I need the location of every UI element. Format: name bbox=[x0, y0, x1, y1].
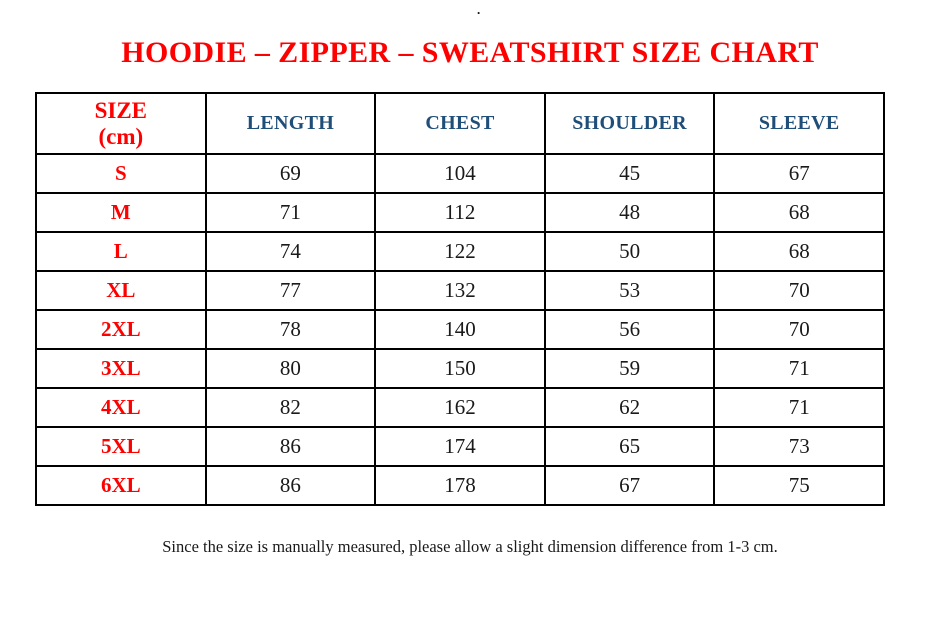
shoulder-cell: 59 bbox=[543, 348, 716, 389]
shoulder-cell: 62 bbox=[543, 387, 716, 428]
length-cell: 71 bbox=[204, 192, 377, 233]
size-cell: 6XL bbox=[35, 465, 207, 506]
length-cell: 74 bbox=[204, 231, 377, 272]
sleeve-cell: 73 bbox=[713, 426, 885, 467]
sleeve-cell: 71 bbox=[713, 387, 885, 428]
table-row: 5XL 86 174 65 73 bbox=[35, 426, 885, 467]
shoulder-cell: 67 bbox=[543, 465, 716, 506]
page-title: HOODIE – ZIPPER – SWEATSHIRT SIZE CHART bbox=[121, 36, 819, 69]
length-cell: 78 bbox=[204, 309, 377, 350]
table-header: SIZE (cm) LENGTH CHEST SHOULDER SLEEVE bbox=[35, 92, 885, 155]
size-cell: 3XL bbox=[35, 348, 207, 389]
size-column-header: SIZE (cm) bbox=[35, 92, 207, 155]
shoulder-cell: 56 bbox=[543, 309, 716, 350]
sleeve-column-header: SLEEVE bbox=[713, 92, 885, 155]
chest-cell: 162 bbox=[374, 387, 546, 428]
shoulder-column-header: SHOULDER bbox=[543, 92, 716, 155]
sleeve-cell: 67 bbox=[713, 153, 885, 194]
shoulder-cell: 53 bbox=[543, 270, 716, 311]
sleeve-cell: 71 bbox=[713, 348, 885, 389]
length-cell: 80 bbox=[204, 348, 377, 389]
length-column-header: LENGTH bbox=[204, 92, 377, 155]
length-cell: 69 bbox=[204, 153, 377, 194]
chest-cell: 140 bbox=[374, 309, 546, 350]
size-header-line1: SIZE bbox=[94, 97, 148, 123]
length-cell: 86 bbox=[204, 426, 377, 467]
chest-cell: 104 bbox=[374, 153, 546, 194]
header-row: SIZE (cm) LENGTH CHEST SHOULDER SLEEVE bbox=[35, 92, 885, 155]
chest-cell: 122 bbox=[374, 231, 546, 272]
shoulder-cell: 48 bbox=[543, 192, 716, 233]
size-cell: XL bbox=[35, 270, 207, 311]
table-row: 6XL 86 178 67 75 bbox=[35, 465, 885, 506]
size-header-line2: (cm) bbox=[98, 123, 144, 149]
size-cell: L bbox=[35, 231, 207, 272]
chest-cell: 150 bbox=[374, 348, 546, 389]
size-cell: M bbox=[35, 192, 207, 233]
table-row: XL 77 132 53 70 bbox=[35, 270, 885, 311]
shoulder-cell: 65 bbox=[543, 426, 716, 467]
stray-dot: . bbox=[477, 2, 481, 17]
size-cell: S bbox=[35, 153, 207, 194]
chest-column-header: CHEST bbox=[374, 92, 546, 155]
table-row: 2XL 78 140 56 70 bbox=[35, 309, 885, 350]
shoulder-cell: 45 bbox=[543, 153, 716, 194]
chest-cell: 112 bbox=[374, 192, 546, 233]
chest-cell: 178 bbox=[374, 465, 546, 506]
chest-cell: 132 bbox=[374, 270, 546, 311]
length-cell: 77 bbox=[204, 270, 377, 311]
size-cell: 5XL bbox=[35, 426, 207, 467]
sleeve-cell: 68 bbox=[713, 192, 885, 233]
size-cell: 4XL bbox=[35, 387, 207, 428]
length-cell: 82 bbox=[204, 387, 377, 428]
sleeve-cell: 70 bbox=[713, 309, 885, 350]
chest-cell: 174 bbox=[374, 426, 546, 467]
table-row: 4XL 82 162 62 71 bbox=[35, 387, 885, 428]
table-row: 3XL 80 150 59 71 bbox=[35, 348, 885, 389]
table-row: S 69 104 45 67 bbox=[35, 153, 885, 194]
measurement-note: Since the size is manually measured, ple… bbox=[162, 537, 778, 556]
table-row: L 74 122 50 68 bbox=[35, 231, 885, 272]
shoulder-cell: 50 bbox=[543, 231, 716, 272]
sleeve-cell: 68 bbox=[713, 231, 885, 272]
size-cell: 2XL bbox=[35, 309, 207, 350]
length-cell: 86 bbox=[204, 465, 377, 506]
sleeve-cell: 70 bbox=[713, 270, 885, 311]
sleeve-cell: 75 bbox=[713, 465, 885, 506]
table-row: M 71 112 48 68 bbox=[35, 192, 885, 233]
table-body: S 69 104 45 67 M 71 112 48 68 L 74 122 5… bbox=[35, 153, 885, 506]
size-chart-table: SIZE (cm) LENGTH CHEST SHOULDER SLEEVE S… bbox=[35, 92, 885, 506]
